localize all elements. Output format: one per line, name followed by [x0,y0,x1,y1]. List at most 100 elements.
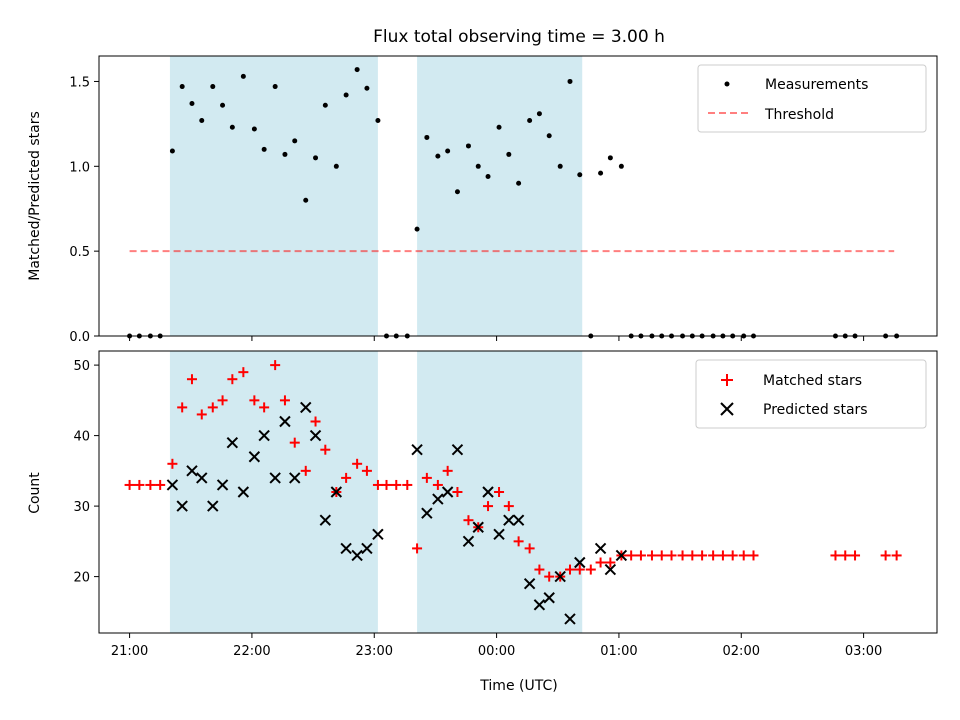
top-shaded-interval [417,56,583,336]
measurement-point [322,102,328,108]
matched-point [155,479,166,490]
predicted-point [372,528,384,541]
bottom-ytick-label: 30 [73,500,90,515]
matched-point [748,550,759,561]
measurement-legend-marker [724,81,730,87]
matched-legend-marker [721,374,733,386]
measurement-point [199,117,205,123]
top-ytick-label: 0.5 [69,245,90,260]
top-panel: 0.0 0.5 1.0 1.5 [69,55,938,345]
measurement-point [424,134,430,140]
top-legend: Measurements Threshold [697,64,927,133]
predicted-point [493,528,505,541]
matched-point [687,550,698,561]
matched-point [626,550,637,561]
predicted-point [289,472,301,484]
top-axes-frame [98,55,938,337]
predicted-point [269,472,281,484]
measurement-point [506,151,512,157]
matched-point [249,395,260,406]
measurement-point [485,173,491,179]
measurement-point [333,163,339,169]
measurement-point [557,163,563,169]
measurement-point [364,85,370,91]
measurement-point [220,102,226,108]
predicted-point [248,451,261,463]
measurement-point [454,189,460,195]
measurement-point [240,73,246,79]
measurement-point [567,78,573,84]
predicted-point [512,514,525,526]
predicted-point [594,542,607,555]
measurement-point [546,133,552,139]
measurement-point [527,117,533,123]
matched-point [289,437,300,448]
matched-point [391,479,402,490]
matched-point [666,550,677,561]
measurement-point [475,163,481,169]
top-ylabel: Matched/Predicted stars [27,111,43,281]
measurement-point [272,84,278,90]
measurement-point [435,153,441,159]
matched-point [544,571,555,582]
matched-point [850,550,861,561]
matched-point [270,360,281,371]
matched-point [381,479,392,490]
matched-point [341,472,352,483]
matched-point [177,402,188,413]
bottom-shaded-interval [169,351,378,633]
predicted-point [309,429,322,442]
measurement-point [169,148,175,154]
matched-point [727,550,738,561]
bottom-xtick-label: 01:00 [600,644,637,659]
bottom-ytick-label: 20 [73,571,90,586]
matched-point [412,543,423,554]
measurement-point [189,101,195,107]
bottom-legend-box [695,359,927,429]
predicted-point [361,542,373,555]
matched-point [361,465,372,476]
matched-point [463,515,474,526]
matched-point [717,550,728,561]
predicted-point [351,549,363,562]
measurement-point [445,148,451,154]
predicted-point [543,592,555,604]
matched-point [259,402,270,413]
matched-point [697,550,708,561]
matched-point [421,472,432,483]
predicted-point [411,443,423,456]
bottom-xtick-label: 03:00 [845,644,882,659]
matched-point [279,395,290,406]
matched-point [442,465,453,476]
bottom-panel: 20 30 40 50 21:00 22:00 23:00 00:00 01:00 02:00 03… [73,350,938,659]
matched-point [635,550,646,561]
predicted-point [216,479,229,491]
bottom-ytick-label: 40 [73,430,90,445]
bottom-xlabel: Time (UTC) [479,678,557,694]
matched-point [452,487,463,497]
measurement-point [343,92,349,98]
matched-point [880,550,891,561]
bottom-axes-frame [98,350,938,634]
top-ytick-label: 1.5 [69,75,90,90]
matched-point [320,444,331,455]
measurement-point [598,170,604,176]
predicted-point [472,521,484,533]
measurement-point [303,197,309,203]
top-ytick-label: 0.0 [69,330,90,345]
matched-point [595,557,606,568]
predicted-point [196,472,208,484]
measurement-point [607,155,613,161]
matched-point [483,501,494,512]
legend-threshold-label: Threshold [764,107,834,123]
predicted-point [421,507,433,519]
matched-point [646,550,657,561]
legend-predicted-label: Predicted stars [763,402,868,418]
bottom-xtick-label: 23:00 [356,644,393,659]
matched-point [310,416,321,427]
matched-point [534,564,545,575]
matched-point [300,465,311,476]
bottom-xtick-label: 00:00 [478,644,515,659]
predicted-point [604,563,617,576]
predicted-point [207,500,219,512]
